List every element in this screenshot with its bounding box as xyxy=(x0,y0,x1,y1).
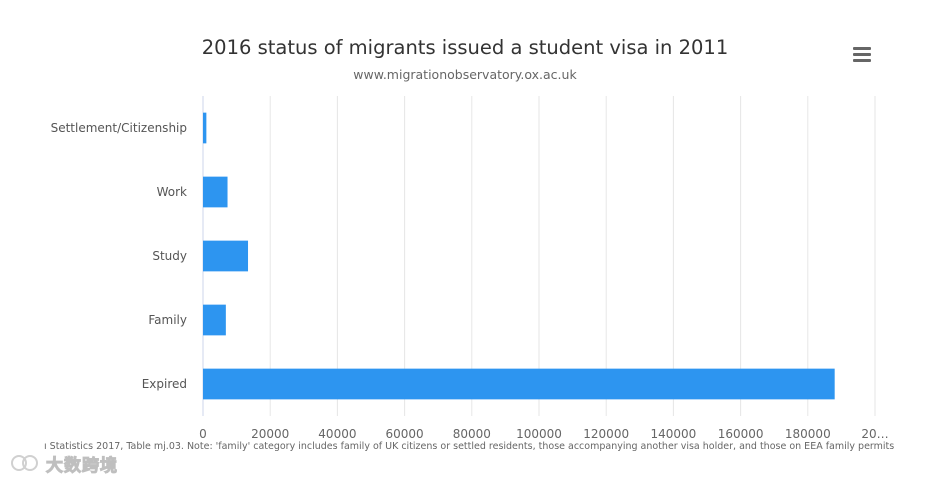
x-tick-label: 180000 xyxy=(785,427,831,441)
bar xyxy=(203,304,226,336)
chart-menu-button[interactable] xyxy=(848,40,876,68)
bar xyxy=(203,368,835,400)
watermark-logo-icon xyxy=(11,455,38,471)
bar xyxy=(203,176,228,208)
category-label: Family xyxy=(148,313,187,327)
bar xyxy=(203,240,249,272)
category-label: Expired xyxy=(142,377,187,391)
x-tick-label: 160000 xyxy=(718,427,764,441)
source-note: ı Statistics 2017, Table mj.03. Note: 'f… xyxy=(44,441,895,452)
category-label: Work xyxy=(157,185,187,199)
watermark-text: 大数跨境 xyxy=(46,455,118,476)
category-label: Study xyxy=(152,249,187,263)
x-tick-label: 100000 xyxy=(516,427,562,441)
x-tick-label: 120000 xyxy=(583,427,629,441)
watermark: 大数跨境 xyxy=(8,452,118,476)
x-tick-label: 20… xyxy=(861,427,888,441)
chart-title: 2016 status of migrants issued a student… xyxy=(201,36,729,59)
x-tick-label: 20000 xyxy=(251,427,289,441)
x-tick-label: 80000 xyxy=(453,427,491,441)
hamburger-icon xyxy=(853,47,871,50)
x-tick-label: 140000 xyxy=(650,427,696,441)
chart-subtitle: www.migrationobservatory.ox.ac.uk xyxy=(353,67,577,82)
bar xyxy=(203,112,207,144)
x-tick-label: 60000 xyxy=(386,427,424,441)
category-label: Settlement/Citizenship xyxy=(51,121,187,135)
x-tick-label: 40000 xyxy=(318,427,356,441)
x-tick-label: 0 xyxy=(199,427,207,441)
